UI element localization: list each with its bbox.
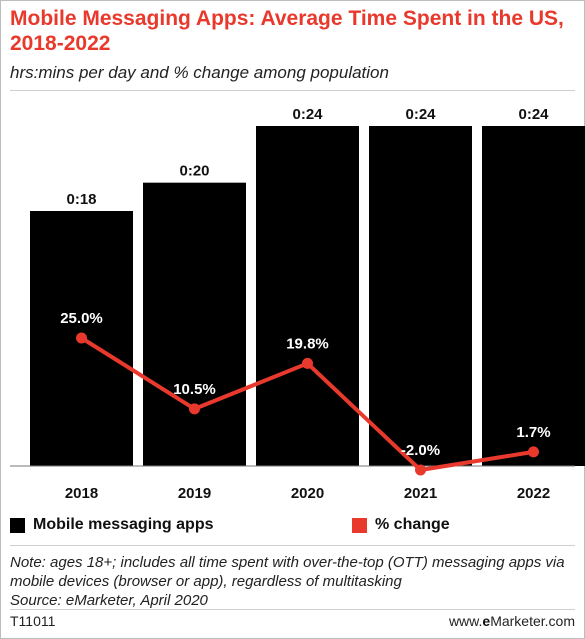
legend-label-bars: Mobile messaging apps — [33, 516, 214, 533]
x-tick-label-2018: 2018 — [65, 485, 98, 502]
legend-label-line: % change — [375, 516, 450, 533]
bar-2019 — [143, 182, 246, 466]
bar-2020 — [256, 126, 359, 466]
bar-2021 — [369, 126, 472, 466]
brand-link[interactable]: www.eMarketer.com — [449, 613, 575, 629]
x-tick-label-2019: 2019 — [178, 485, 211, 502]
pct-label-2019: 10.5% — [173, 381, 216, 398]
legend-swatch-bars — [10, 517, 25, 533]
pct-point-2019 — [189, 403, 200, 415]
legend-swatch-line — [352, 517, 367, 533]
pct-label-2022: 1.7% — [516, 424, 550, 441]
pct-point-2020 — [302, 357, 313, 369]
x-tick-label-2020: 2020 — [291, 485, 324, 502]
source-text: Source: eMarketer, April 2020 — [10, 592, 208, 609]
bar-label-2018: 0:18 — [66, 191, 96, 208]
pct-point-2021 — [415, 464, 426, 476]
footer-divider-bottom — [10, 609, 575, 610]
chart-note: Note: ages 18+; includes all time spent … — [10, 553, 575, 610]
chart-plot: 0:18 2018 0:20 2019 0:24 2020 0:24 2021 0:24 2022… — [10, 106, 585, 502]
pct-point-2022 — [528, 446, 539, 458]
note-text: Note: ages 18+; includes all time spent … — [10, 554, 565, 590]
pct-label-2020: 19.8% — [286, 335, 329, 352]
x-tick-label-2022: 2022 — [517, 485, 550, 502]
x-tick-label-2021: 2021 — [404, 485, 437, 502]
footer-divider-top — [10, 545, 575, 546]
bar-label-2021: 0:24 — [405, 106, 436, 123]
pct-point-2018 — [76, 332, 87, 344]
brand-prefix: www. — [448, 613, 483, 629]
brand-bold: e — [482, 613, 491, 629]
bar-label-2019: 0:20 — [179, 163, 209, 180]
pct-label-2021: -2.0% — [401, 442, 440, 459]
chart-id: T11011 — [10, 613, 56, 629]
chart-title: Mobile Messaging Apps: Average Time Spen… — [10, 7, 564, 55]
bar-label-2022: 0:24 — [518, 106, 549, 123]
bar-2022 — [482, 126, 585, 466]
chart-subtitle: hrs:mins per day and % change among popu… — [10, 63, 389, 82]
header-divider — [10, 90, 575, 91]
brand-suffix: Marketer.com — [490, 613, 575, 629]
bar-label-2020: 0:24 — [292, 106, 323, 123]
legend-item-bars: Mobile messaging apps — [10, 514, 213, 536]
pct-label-2018: 25.0% — [60, 310, 103, 327]
legend-item-line: % change — [352, 514, 450, 536]
